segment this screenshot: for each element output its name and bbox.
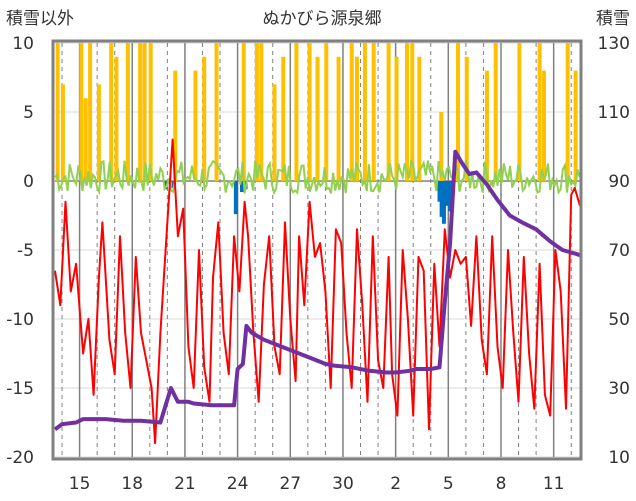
bar bbox=[315, 56, 320, 181]
x-tick-label: 11 bbox=[543, 474, 565, 494]
bar bbox=[79, 43, 84, 181]
x-tick-label: 2 bbox=[390, 474, 401, 494]
bar bbox=[163, 181, 168, 190]
series-3 bbox=[54, 138, 581, 445]
bar bbox=[83, 98, 88, 181]
bar bbox=[109, 43, 114, 181]
x-tick-label: 24 bbox=[227, 474, 249, 494]
plot-frame bbox=[51, 39, 583, 461]
bar bbox=[484, 70, 489, 181]
bar bbox=[142, 43, 147, 181]
bar bbox=[114, 56, 119, 181]
bar bbox=[272, 84, 277, 181]
bar bbox=[355, 56, 360, 181]
bar bbox=[349, 43, 354, 181]
bar bbox=[259, 43, 264, 181]
x-tick-label: 18 bbox=[121, 474, 143, 494]
chart-title: ぬかびら源泉郷 bbox=[263, 9, 382, 29]
bar bbox=[193, 70, 198, 181]
bar bbox=[417, 56, 422, 181]
series-2 bbox=[54, 158, 581, 196]
bar bbox=[214, 43, 219, 181]
bar bbox=[394, 56, 399, 181]
right-tick-label: 50 bbox=[608, 310, 630, 330]
series-line bbox=[53, 149, 581, 432]
series-line bbox=[54, 138, 581, 445]
series-4 bbox=[53, 149, 581, 432]
bar bbox=[55, 43, 60, 181]
x-tick-label: 27 bbox=[279, 474, 301, 494]
bar bbox=[542, 70, 547, 181]
bar bbox=[565, 43, 570, 181]
bar bbox=[464, 56, 469, 181]
bar bbox=[537, 43, 542, 181]
bar bbox=[324, 43, 329, 181]
x-tick-label: 8 bbox=[496, 474, 507, 494]
bar bbox=[88, 43, 93, 181]
x-tick-label: 5 bbox=[443, 474, 454, 494]
right-tick-label: 30 bbox=[608, 379, 630, 399]
left-axis-title: 積雪以外 bbox=[6, 9, 74, 29]
bar bbox=[239, 181, 244, 193]
bar bbox=[448, 181, 453, 212]
bar bbox=[455, 43, 460, 181]
bar bbox=[437, 181, 442, 202]
series-1 bbox=[55, 43, 578, 181]
bar bbox=[202, 56, 207, 181]
left-tick-label: -15 bbox=[6, 379, 34, 399]
bar bbox=[441, 181, 446, 224]
bar bbox=[362, 43, 367, 181]
bar bbox=[439, 112, 444, 181]
x-tick-label: 15 bbox=[69, 474, 91, 494]
bar bbox=[138, 43, 143, 181]
bar bbox=[241, 43, 246, 181]
left-tick-label: 10 bbox=[12, 34, 34, 54]
tick-labels: 10 130 5 110 0 90 -5 70 -10 50 -15 30 -20 10 15 18 21 24 2… bbox=[6, 34, 630, 494]
bar bbox=[410, 43, 415, 181]
bar bbox=[386, 43, 391, 181]
series-line bbox=[54, 158, 581, 196]
bar bbox=[281, 56, 286, 181]
right-tick-label: 10 bbox=[608, 448, 630, 468]
bar bbox=[371, 43, 376, 181]
bar bbox=[294, 43, 299, 181]
bar bbox=[493, 43, 498, 181]
left-tick-label: -20 bbox=[6, 448, 34, 468]
bar bbox=[405, 43, 410, 181]
bar bbox=[60, 84, 65, 181]
right-tick-label: 110 bbox=[598, 103, 630, 123]
bar bbox=[125, 43, 130, 181]
bar bbox=[517, 43, 522, 181]
left-tick-label: 5 bbox=[23, 103, 34, 123]
plot-series bbox=[53, 43, 581, 445]
x-tick-label: 30 bbox=[332, 474, 354, 494]
bar bbox=[439, 181, 444, 217]
right-tick-label: 70 bbox=[608, 241, 630, 261]
bar bbox=[336, 56, 341, 181]
bar bbox=[307, 43, 312, 181]
bar bbox=[96, 84, 101, 181]
left-tick-label: -5 bbox=[17, 241, 34, 261]
bar bbox=[173, 70, 178, 181]
bar bbox=[444, 181, 449, 206]
x-tick-label: 21 bbox=[174, 474, 196, 494]
right-tick-label: 90 bbox=[608, 172, 630, 192]
right-axis-title: 積雪 bbox=[596, 9, 630, 29]
left-tick-label: -10 bbox=[6, 310, 34, 330]
bar bbox=[148, 43, 153, 181]
bar bbox=[233, 181, 238, 215]
right-tick-label: 130 bbox=[598, 34, 630, 54]
left-tick-label: 0 bbox=[23, 172, 34, 192]
bar bbox=[573, 70, 578, 181]
bar bbox=[254, 43, 259, 181]
